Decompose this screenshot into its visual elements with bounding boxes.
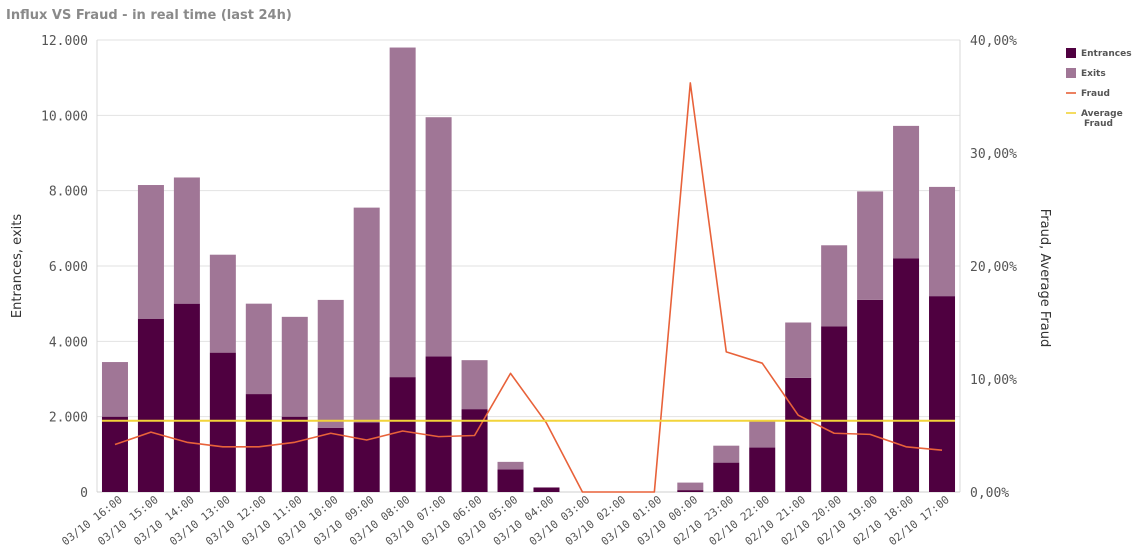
bar-entrances: [245, 394, 272, 492]
bar-entrances: [137, 318, 164, 492]
line-fraud: [114, 82, 943, 493]
y-left-tick-label: 12.000: [41, 34, 88, 49]
y-left-axis-label: Entrances, exits: [10, 214, 25, 318]
legend-swatch: [1066, 68, 1076, 78]
bar-entrances: [497, 469, 524, 492]
y-left-tick-label: 0: [80, 486, 88, 501]
bar-exits: [137, 185, 164, 319]
line-layer: [101, 82, 956, 493]
bar-entrances: [173, 303, 200, 492]
bar-entrances: [857, 299, 884, 492]
bar-exits: [461, 360, 488, 410]
bar-entrances: [281, 416, 308, 492]
legend-label-line: Average: [1081, 109, 1123, 119]
y-left-tick-label: 2.000: [49, 411, 88, 426]
legend-label: Exits: [1081, 69, 1106, 79]
bar-exits: [893, 125, 920, 259]
bar-entrances: [101, 416, 128, 492]
bar-entrances: [209, 352, 236, 492]
bar-exits: [929, 186, 956, 297]
bar-entrances: [389, 377, 416, 492]
bar-exits: [677, 482, 704, 491]
legend-label-line: Exits: [1081, 69, 1106, 79]
y-right-tick-label: 30,00%: [970, 147, 1017, 162]
legend-label-line: Fraud: [1081, 89, 1110, 99]
bar-entrances: [749, 447, 776, 492]
bar-exits: [173, 177, 200, 304]
bar-exits: [317, 299, 344, 428]
bar-entrances: [317, 427, 344, 492]
bar-exits: [785, 322, 812, 378]
y-right-tick-label: 20,00%: [970, 260, 1017, 275]
y-right-tick-label: 10,00%: [970, 373, 1017, 388]
bar-entrances: [533, 487, 560, 492]
bar-exits: [281, 316, 308, 417]
y-right-tick-label: 40,00%: [970, 34, 1017, 49]
bar-exits: [713, 445, 740, 463]
bar-exits: [209, 254, 236, 353]
y-right-tick-label: 0,00%: [970, 486, 1009, 501]
bar-layer: [101, 47, 956, 492]
chart-title: Influx VS Fraud - in real time (last 24h…: [6, 8, 292, 23]
legend-label: Average Fraud: [1081, 109, 1123, 129]
y-left-tick-label: 8.000: [49, 185, 88, 200]
bar-exits: [353, 207, 380, 423]
legend-swatch: [1066, 48, 1076, 58]
grid-layer: [96, 39, 961, 493]
bar-exits: [821, 245, 848, 327]
bar-entrances: [353, 422, 380, 492]
bar-entrances: [425, 356, 452, 492]
y-right-axis-label: Fraud, Average Fraud: [1037, 209, 1052, 347]
bar-exits: [749, 420, 776, 448]
bar-exits: [245, 303, 272, 395]
legend-label-line: Fraud: [1084, 119, 1113, 129]
legend-label-line: Entrances: [1081, 49, 1132, 59]
x-tick-label: 03/10 16:00: [59, 493, 124, 548]
bar-entrances: [785, 377, 812, 492]
bar-entrances: [893, 258, 920, 492]
bar-exits: [857, 191, 884, 300]
y-left-tick-label: 4.000: [49, 335, 88, 350]
y-left-tick-label: 10.000: [41, 109, 88, 124]
bar-entrances: [713, 462, 740, 492]
bar-exits: [425, 117, 452, 357]
bar-exits: [497, 461, 524, 470]
bar-exits: [389, 47, 416, 378]
bar-exits: [101, 362, 128, 417]
bar-entrances: [929, 296, 956, 492]
legend-label: Entrances: [1081, 49, 1132, 59]
bar-entrances: [821, 326, 848, 492]
y-left-tick-label: 6.000: [49, 260, 88, 275]
bar-entrances: [461, 409, 488, 492]
bar-entrances: [677, 490, 704, 492]
legend-label: Fraud: [1081, 89, 1110, 99]
